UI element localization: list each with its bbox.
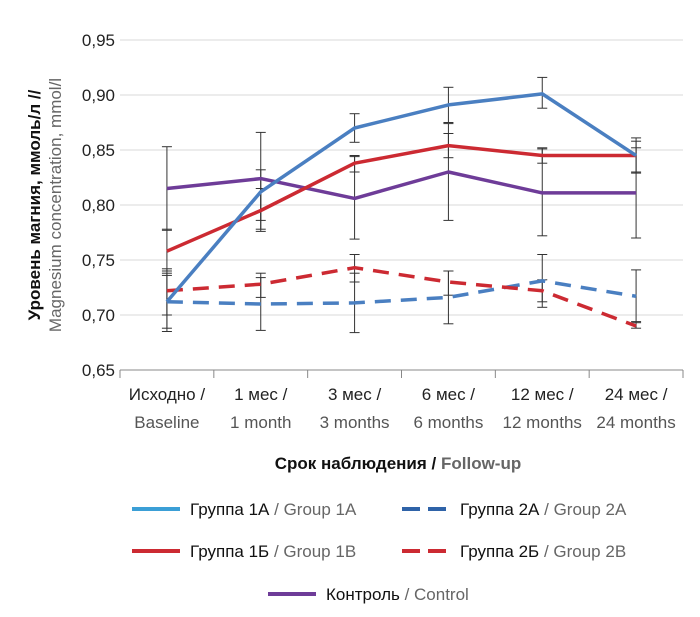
y-tick-label: 0,75 bbox=[82, 251, 115, 270]
legend-label-sep: / bbox=[400, 585, 414, 604]
x-tick-label-ru: Исходно / bbox=[129, 385, 206, 404]
y-axis-title-en: Magnesium concentration, mmol/l bbox=[46, 78, 65, 332]
legend-label-en: Group 2A bbox=[554, 500, 627, 519]
x-tick-label-ru: 24 мес / bbox=[605, 385, 668, 404]
x-axis-title-sep: / bbox=[427, 454, 441, 473]
legend-label-en: Control bbox=[414, 585, 469, 604]
x-tick-label-en: Baseline bbox=[134, 413, 199, 432]
series-line-group-2a bbox=[166, 279, 637, 306]
legend-label-sep: / bbox=[539, 500, 553, 519]
y-axis-title-ru: Уровень магния, ммоль/л // bbox=[25, 89, 44, 320]
legend-label-ru: Контроль bbox=[326, 585, 400, 604]
legend-item: Группа 2Б / Group 2B bbox=[402, 542, 626, 561]
grid-layer bbox=[119, 39, 684, 378]
legend-label: Группа 2Б / Group 2B bbox=[460, 542, 626, 561]
x-tick-label-en: 24 months bbox=[596, 413, 675, 432]
legend-label: Группа 2А / Group 2A bbox=[460, 500, 627, 519]
series-line-group-1b bbox=[166, 143, 637, 253]
legend-label-sep: / bbox=[269, 500, 283, 519]
legend-label-en: Group 2B bbox=[553, 542, 626, 561]
x-tick-label-ru: 1 мес / bbox=[234, 385, 288, 404]
legend-label-en: Group 1B bbox=[283, 542, 356, 561]
legend-label: Контроль / Control bbox=[326, 585, 469, 604]
y-tick-labels: 0,65 0,70 0,75 0,80 0,85 0,90 0,95 bbox=[82, 31, 115, 380]
series-line-control bbox=[166, 170, 637, 201]
x-tick-label-en: 12 months bbox=[503, 413, 582, 432]
y-tick-label: 0,70 bbox=[82, 306, 115, 325]
x-axis-title-en: Follow-up bbox=[441, 454, 521, 473]
x-axis-title-ru: Срок наблюдения bbox=[275, 454, 427, 473]
y-tick-label: 0,85 bbox=[82, 141, 115, 160]
y-tick-label: 0,90 bbox=[82, 86, 115, 105]
x-tick-label-ru: 6 мес / bbox=[422, 385, 476, 404]
x-tick-label-ru: 3 мес / bbox=[328, 385, 382, 404]
legend-item: Группа 1А / Group 1A bbox=[132, 500, 357, 519]
series-line-group-2b bbox=[166, 265, 637, 328]
y-tick-label: 0,80 bbox=[82, 196, 115, 215]
legend-label-ru: Группа 2А bbox=[460, 500, 540, 519]
y-tick-label: 0,95 bbox=[82, 31, 115, 50]
series-lines bbox=[165, 92, 638, 328]
legend-label-ru: Группа 2Б bbox=[460, 542, 539, 561]
x-tick-label-ru: 12 мес / bbox=[511, 385, 574, 404]
series-line-group-1a bbox=[165, 92, 638, 303]
x-tick-labels: Исходно / Baseline 1 мес / 1 month 3 мес / 3 … bbox=[129, 385, 676, 432]
legend-label: Группа 1Б / Group 1B bbox=[190, 542, 356, 561]
legend: Группа 1А / Group 1A Группа 2А / Group 2A… bbox=[132, 500, 627, 604]
error-bar bbox=[255, 272, 266, 298]
error-bar bbox=[443, 270, 454, 296]
legend-item: Группа 2А / Group 2A bbox=[402, 500, 627, 519]
x-tick-label-en: 3 months bbox=[320, 413, 390, 432]
legend-label-sep: / bbox=[269, 542, 283, 561]
x-tick-label-en: 6 months bbox=[413, 413, 483, 432]
legend-item: Контроль / Control bbox=[268, 585, 469, 604]
legend-label-sep: / bbox=[539, 542, 553, 561]
x-tick-label-en: 1 month bbox=[230, 413, 291, 432]
error-bar bbox=[161, 268, 172, 316]
x-axis-title: Срок наблюдения / Follow-up bbox=[275, 454, 522, 473]
legend-label: Группа 1А / Group 1A bbox=[190, 500, 357, 519]
legend-item: Группа 1Б / Group 1B bbox=[132, 542, 356, 561]
legend-label-ru: Группа 1Б bbox=[190, 542, 269, 561]
legend-label-ru: Группа 1А bbox=[190, 500, 270, 519]
y-tick-label: 0,65 bbox=[82, 361, 115, 380]
error-bar bbox=[255, 131, 266, 221]
legend-label-en: Group 1A bbox=[284, 500, 357, 519]
